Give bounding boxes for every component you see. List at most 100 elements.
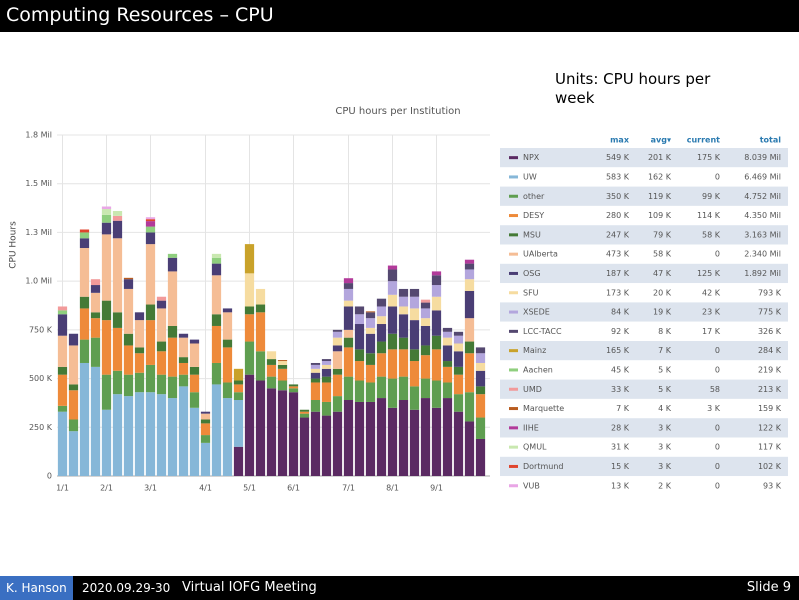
bar-segment [332,329,343,332]
bar-segment [332,337,343,346]
legend-name: VUB [523,481,540,490]
table-row [500,225,788,245]
table-cell: 102 K [758,462,782,471]
bar-segment [464,269,475,280]
bar-segment [277,361,288,365]
bar-segment [255,304,266,313]
table-row [500,456,788,477]
legend-name: QMUL [523,443,547,452]
bar-segment [453,335,464,344]
bar-segment [431,275,442,286]
bar-segment [233,380,244,385]
table-header: avg▾ [651,136,671,145]
table-cell: 4.350 Mil [744,211,781,220]
table-cell: 0 [715,346,720,355]
bar-segment [321,382,332,402]
table-cell: 775 K [758,308,782,317]
bar-segment [90,366,101,476]
y-tick-label: 250 K [29,423,53,432]
bar-segment [464,392,475,422]
bar-segment [200,411,211,414]
bar-segment [222,347,233,383]
table-cell: 2 K [658,481,672,490]
table-cell: 3 K [707,404,721,413]
table-cell: 3.163 Mil [744,230,781,239]
bar-segment [354,324,365,350]
bar-segment [178,357,189,363]
table-cell: 5 K [658,365,672,374]
x-tick-label: 3/1 [144,484,157,493]
bar-segment [409,409,420,476]
bar-segment [57,335,68,367]
bar-segment [365,353,376,365]
legend-swatch [509,271,518,275]
table-cell: 8.039 Mil [744,153,781,162]
table-cell: 165 K [606,346,630,355]
bar-segment [167,325,178,338]
bar-segment [431,380,442,408]
bar-segment [112,210,123,216]
bar-segment [398,314,409,338]
bar-segment [79,339,90,363]
bar-segment [442,382,453,399]
bar-segment [398,288,409,297]
bar-segment [365,311,376,313]
legend-swatch [509,407,518,411]
bar-segment [112,238,123,313]
footer-slide-number: Slide 9 [746,580,791,595]
bar-segment [134,392,145,476]
x-tick-label: 2/1 [100,484,113,493]
bar-segment [79,362,90,476]
bar-segment [101,409,112,476]
bar-segment [145,226,156,233]
table-cell: 3 K [658,443,672,452]
bar-segment [178,362,189,375]
bar-segment [464,290,475,319]
table-cell: 31 K [611,443,630,452]
bar-segment [112,394,123,476]
bar-segment [376,324,387,342]
table-cell: 58 K [653,250,672,259]
table-row [500,437,788,457]
bar-segment [453,411,464,476]
bar-segment [453,394,464,412]
bar-segment [321,376,332,383]
bar-segment [332,396,343,412]
legend-swatch [509,349,518,353]
bar-segment [112,370,123,395]
bar-segment [90,312,101,319]
legend-swatch [509,291,518,295]
x-tick-label: 1/1 [56,484,69,493]
table-cell: 4.752 Mil [744,192,781,201]
bar-segment [354,380,365,402]
bar-segment [145,232,156,245]
table-cell: 187 K [606,269,630,278]
x-tick-label: 6/1 [287,484,300,493]
bar-segment [68,333,79,346]
bar-segment [420,378,431,399]
bar-segment [288,388,299,393]
table-row [500,186,788,206]
legend-name: Aachen [523,365,553,374]
bar-segment [409,296,420,309]
table-row [500,341,788,361]
bar-segment [420,355,431,379]
table-cell: 3 K [658,423,672,432]
table-cell: 159 K [758,404,782,413]
footer-author: K. Hanson [0,576,73,600]
bar-segment [332,331,343,338]
table-row [500,283,788,303]
bar-segment [112,220,123,239]
bar-segment [376,306,387,317]
bar-segment [79,232,90,239]
bar-segment [145,217,156,220]
bar-segment [387,294,398,307]
bar-segment [299,409,310,412]
bar-segment [376,398,387,476]
bar-segment [178,386,189,476]
legend-name: LCC-TACC [523,327,562,336]
y-tick-label: 0 [47,472,52,481]
bar-segment [145,244,156,305]
bar-segment [321,401,332,416]
